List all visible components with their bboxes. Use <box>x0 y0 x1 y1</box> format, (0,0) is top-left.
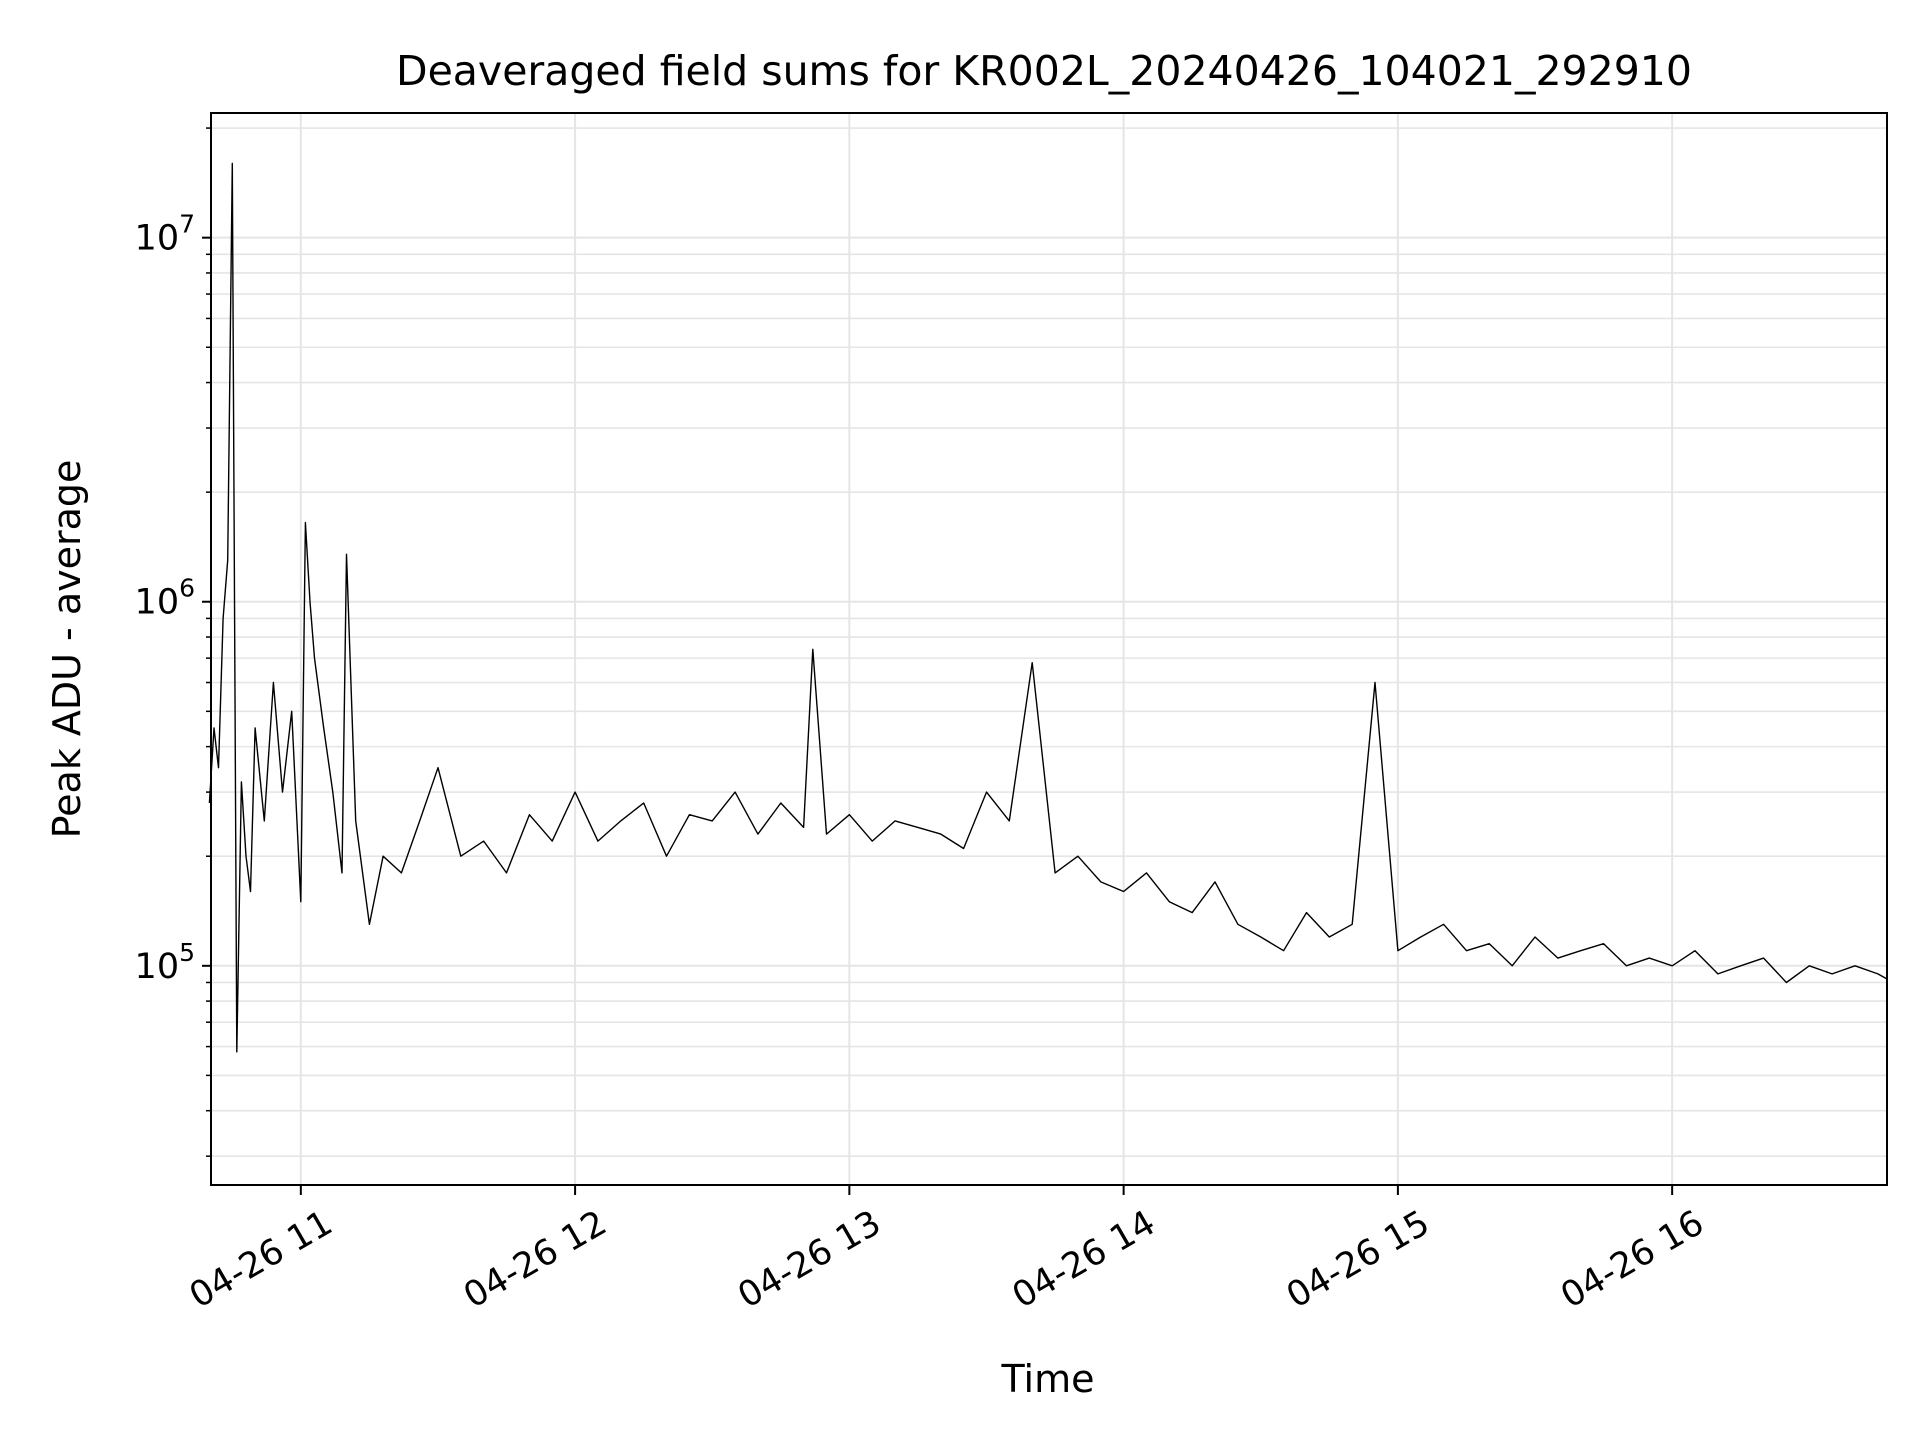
data-series-line <box>208 162 1888 1053</box>
y-axis-label: Peak ADU - average <box>45 460 89 839</box>
chart-title: Deaveraged field sums for KR002L_2024042… <box>396 47 1692 95</box>
series-layer <box>208 162 1888 1053</box>
y-tick-label: 107 <box>135 210 195 259</box>
grid-layer <box>211 113 1887 1185</box>
x-axis-label: Time <box>1001 1357 1095 1401</box>
plot-area-frame <box>210 112 1888 1186</box>
y-tick-label: 106 <box>135 574 195 623</box>
y-tick-label: 105 <box>135 938 195 987</box>
